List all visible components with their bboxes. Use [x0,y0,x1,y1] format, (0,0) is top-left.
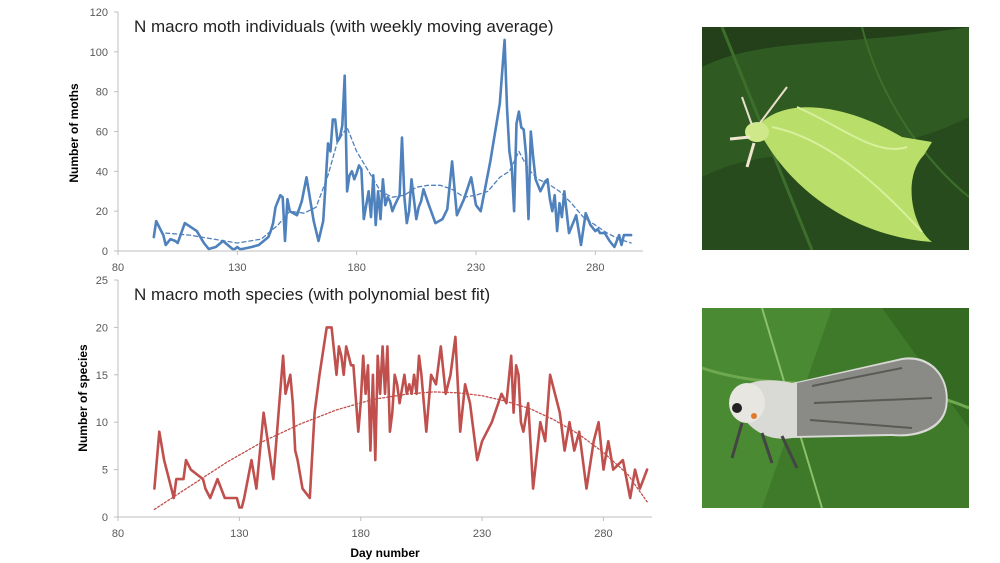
chart-2-x-tick-label: 280 [594,528,612,540]
chart-2-title: N macro moth species (with polynomial be… [134,285,490,304]
chart-2-x-tick-label: 80 [112,528,124,540]
grey-moth-image [702,308,969,508]
chart-2-y-tick-label: 20 [96,322,108,334]
chart-2-x-tick-label: 230 [473,528,491,540]
chart-1-x-tick-label: 180 [347,262,365,274]
chart-1-x-tick-label: 280 [586,262,604,274]
chart-1-y-tick-label: 20 [96,206,108,218]
chart-2-ylabel: Number of species [76,344,90,452]
chart-species: N macro moth species (with polynomial be… [76,275,652,560]
chart-1-x-tick-label: 230 [467,262,485,274]
chart-1-y-tick-label: 120 [90,7,108,19]
chart-1-x-tick-label: 130 [228,262,246,274]
chart-2-plot [153,326,649,511]
photo-grey-moth [702,308,969,508]
chart-1-y-tick-label: 60 [96,127,108,139]
chart-2-series-observed-line [153,326,649,509]
chart-1-ylabel: Number of moths [67,83,81,183]
chart-1-series-observed-line [152,38,633,251]
chart-1-plot [152,38,633,251]
chart-2-xlabel: Day number [350,546,420,560]
chart-2-x-tick-label: 130 [230,528,248,540]
chart-1-y-tick-label: 80 [96,87,108,99]
photo-green-moth [702,27,969,250]
chart-2-y-tick-label: 10 [96,417,108,429]
chart-2-y-tick-label: 25 [96,275,108,287]
chart-individuals: N macro moth individuals (with weekly mo… [67,7,643,274]
chart-1-axes: 0 20 40 60 80 100 120 80 130 180 230 280 [90,7,643,274]
chart-1-series-trend-line [165,126,632,244]
chart-2-y-tick-label: 5 [102,465,108,477]
chart-1-y-tick-label: 100 [90,47,108,59]
chart-1-x-tick-label: 80 [112,262,124,274]
chart-1-y-tick-label: 0 [102,246,108,258]
chart-1-y-tick-label: 40 [96,166,108,178]
chart-2-x-tick-label: 180 [352,528,370,540]
chart-2-series-trend-line [153,391,648,511]
chart-2-y-tick-label: 0 [102,512,108,524]
chart-1-title: N macro moth individuals (with weekly mo… [134,17,554,36]
green-moth-image [702,27,969,250]
chart-2-axes: 0 5 10 15 20 25 80 130 180 230 280 [96,275,652,540]
chart-2-y-tick-label: 15 [96,370,108,382]
